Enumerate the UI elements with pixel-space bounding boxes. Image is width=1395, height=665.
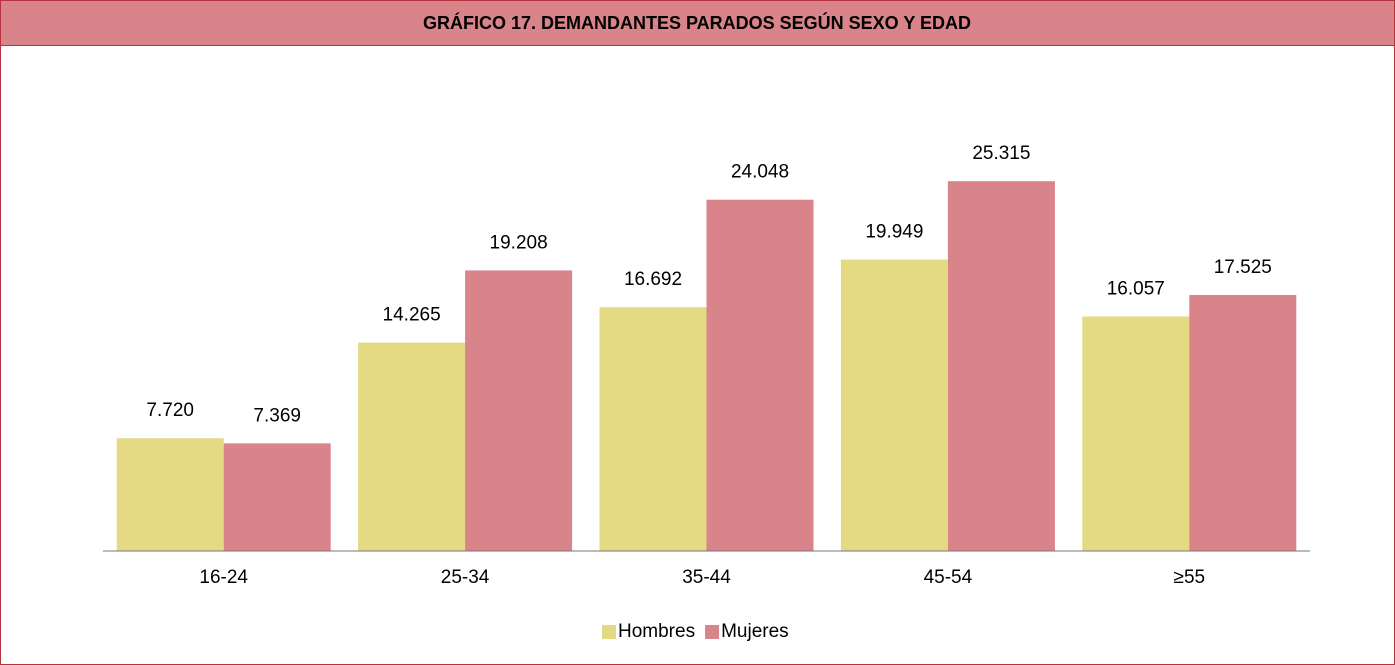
data-label: 24.048 <box>731 162 789 183</box>
data-label: 7.369 <box>253 405 301 426</box>
x-tick-label: 16-24 <box>199 567 248 588</box>
bar <box>1082 316 1190 551</box>
data-label: 16.692 <box>624 269 682 290</box>
data-label: 25.315 <box>972 143 1030 164</box>
data-label: 7.720 <box>146 400 194 421</box>
x-tick-label: ≥55 <box>1174 567 1206 588</box>
legend-label: Mujeres <box>721 621 789 642</box>
bar <box>223 443 331 551</box>
bar <box>465 270 573 551</box>
bar <box>358 342 466 551</box>
bar <box>947 181 1055 551</box>
bar <box>1189 295 1297 551</box>
x-tick-label: 35-44 <box>682 567 731 588</box>
bar <box>599 307 707 551</box>
x-tick-label: 45-54 <box>924 567 973 588</box>
header <box>0 0 1395 46</box>
bar <box>706 199 814 552</box>
legend-swatch <box>602 625 616 639</box>
data-label: 17.525 <box>1214 257 1272 278</box>
data-label: 14.265 <box>383 305 441 326</box>
chart-title: GRÁFICO 17. DEMANDANTES PARADOS SEGÚN SE… <box>423 12 971 33</box>
data-label: 19.208 <box>490 232 548 253</box>
data-label: 19.949 <box>865 222 923 243</box>
x-tick-label: 25-34 <box>441 567 490 588</box>
bar <box>116 438 224 551</box>
data-label: 16.057 <box>1107 278 1165 299</box>
bar <box>840 259 948 551</box>
legend-label: Hombres <box>618 621 695 642</box>
legend-swatch <box>705 625 720 639</box>
